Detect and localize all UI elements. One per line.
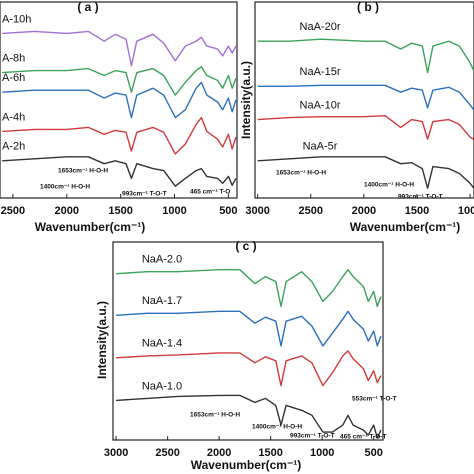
annotation: 1653cm⁻¹ H-O-H xyxy=(58,168,108,175)
x-tick-label: 1000 xyxy=(310,447,334,459)
annotation: 465 cm⁻¹ T-O-T xyxy=(340,434,386,441)
x-tick-label: 3000 xyxy=(104,447,128,459)
spectrum-line xyxy=(257,38,474,74)
y-axis-label: Intensity(a.u.) xyxy=(239,61,253,139)
x-tick-label: 1500 xyxy=(258,447,282,459)
series-label: A-2h xyxy=(2,141,25,153)
panel-title: ( c ) xyxy=(235,239,256,253)
annotation: 993cm⁻¹ T-O-T xyxy=(122,191,167,198)
y-axis-label: Intensity(a.u.) xyxy=(95,301,109,379)
series-label: NaA-2.0 xyxy=(142,254,182,266)
annotation: 465 cm⁻¹ T-O xyxy=(190,189,230,196)
plot-frame xyxy=(112,241,384,441)
x-tick-label: 1500 xyxy=(108,205,132,217)
x-tick-label: 2500 xyxy=(1,205,25,217)
x-axis-label: Wavenumber(cm⁻¹) xyxy=(35,220,146,234)
series-label: NaA-15r xyxy=(300,66,341,78)
series-label: A-10h xyxy=(2,13,31,25)
panel-title: ( a ) xyxy=(77,0,98,14)
spectrum-line xyxy=(2,81,237,119)
x-tick-label: 1000 xyxy=(162,205,186,217)
spectrum-line xyxy=(116,350,382,387)
annotation: 1653cm⁻¹ H-O-H xyxy=(190,412,240,419)
series-label: A-4h xyxy=(2,111,25,123)
series-label: A-8h xyxy=(2,52,25,64)
x-tick-label: 1500 xyxy=(405,205,429,217)
plot-frame xyxy=(0,1,238,199)
annotation: 993cm⁻¹ T-O-T xyxy=(290,433,335,440)
series-label: A-6h xyxy=(2,72,25,84)
x-tick-label: 3000 xyxy=(245,205,269,217)
series-label: NaA-5r xyxy=(303,141,338,153)
x-tick-label: 1000 xyxy=(458,205,474,217)
x-tick-label: 2500 xyxy=(299,205,323,217)
x-tick-label: 2500 xyxy=(155,447,179,459)
spectrum-line xyxy=(2,66,237,96)
spectrum-line xyxy=(116,394,382,439)
x-tick-label: 2000 xyxy=(352,205,376,217)
annotation: 1653cm⁻¹ H-O-H xyxy=(276,170,326,177)
spectrum-line xyxy=(2,156,237,187)
x-tick-label: 500 xyxy=(219,205,237,217)
series-label: NaA-10r xyxy=(300,100,341,112)
annotation: 1400cm⁻¹ H-O-H xyxy=(252,424,302,431)
x-tick-label: 500 xyxy=(365,447,383,459)
x-tick-label: 2000 xyxy=(207,447,231,459)
spectrum-line xyxy=(116,269,382,308)
annotation: 553cm⁻¹ T-O-T xyxy=(352,396,397,403)
spectrum-line xyxy=(116,310,382,347)
annotation: 1400cm⁻¹ H-O-H xyxy=(40,184,90,191)
x-axis-label: Wavenumber(cm⁻¹) xyxy=(191,458,302,472)
series-label: NaA-1.4 xyxy=(142,338,182,350)
x-tick-label: 2000 xyxy=(55,205,79,217)
spectrum-line xyxy=(2,116,237,155)
spectrum-line xyxy=(257,156,474,189)
series-label: NaA-20r xyxy=(300,21,341,33)
x-axis-label: Wavenumber(cm⁻¹) xyxy=(350,220,461,234)
spectrum-line xyxy=(2,30,237,67)
series-label: NaA-1.0 xyxy=(142,380,182,392)
plot-frame xyxy=(254,1,474,199)
spectrum-line xyxy=(257,84,474,111)
spectrum-line xyxy=(257,115,474,140)
series-label: NaA-1.7 xyxy=(142,295,182,307)
annotation: 993cm⁻¹ T-O-T xyxy=(398,194,443,201)
annotation: 1400cm⁻¹ H-O-H xyxy=(364,182,414,189)
panel-title: ( b ) xyxy=(357,0,379,14)
